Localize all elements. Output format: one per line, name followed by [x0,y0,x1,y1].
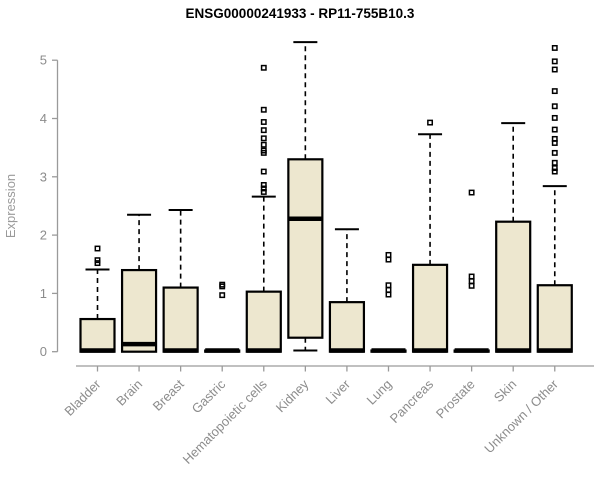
outlier-point [551,168,558,175]
boxplot-brain [120,213,158,353]
outlier-point [260,185,267,192]
x-tick-label: Liver [323,376,354,407]
box [162,286,199,353]
y-tick-label: 4 [40,111,47,126]
chart-title: ENSG00000241933 - RP11-755B10.3 [186,6,415,21]
outlier-point [551,165,558,172]
boxplot-hematopoietic-cells [245,64,282,353]
x-tick-label: Kidney [273,376,312,415]
outlier-point [260,127,267,134]
outlier-point [468,282,475,289]
outlier-point [260,182,267,188]
x-tick-label: Lung [364,377,395,408]
outlier-point [385,282,392,289]
outlier-point [385,256,392,263]
box [287,158,324,339]
outlier-point [385,286,392,293]
outlier-point [260,189,267,195]
outlier-point [551,126,558,133]
outlier-point [260,147,267,154]
outlier-point [551,88,558,95]
outlier-point [94,245,101,252]
boxplot-pancreas [411,119,449,353]
outlier-point [260,106,267,113]
y-tick-label: 5 [40,53,47,68]
box [79,317,116,353]
x-tick-label: Unknown / Other [481,376,561,456]
outlier-point [551,45,558,51]
outlier-point [260,135,267,142]
outlier-point [94,257,101,264]
outlier-point [260,64,267,71]
box [536,284,573,353]
boxplot-breast [162,209,199,353]
boxplot-unknown-other [536,45,573,353]
outlier-point [260,119,267,125]
outlier-point [468,189,475,196]
y-axis-label: Expression [3,174,18,238]
x-tick-label: Brain [113,377,145,409]
x-tick-label: Prostate [433,377,478,422]
outlier-point [260,168,267,175]
boxplot-prostate [453,189,490,353]
outlier-point [551,58,558,65]
y-tick-label: 2 [40,228,47,243]
x-tick-label: Pancreas [387,376,437,426]
outlier-point [551,66,558,73]
boxplot-lung [370,251,407,353]
outlier-point [551,135,558,142]
box [120,268,158,353]
y-tick-label: 0 [40,344,47,359]
outlier-point [385,291,392,298]
outlier-point [260,141,267,148]
x-tick-label: Breast [150,376,187,413]
outlier-point [219,281,226,288]
boxplot-kidney [287,41,324,352]
outlier-point [468,273,475,280]
y-tick-label: 1 [40,286,47,301]
boxplot-skin [495,122,532,353]
x-tick-label: Skin [491,377,519,405]
outlier-point [219,292,226,299]
x-tick-label: Bladder [61,376,104,419]
x-tick-label: Gastric [189,376,229,416]
box [495,220,532,353]
outlier-point [551,114,558,121]
y-tick-label: 3 [40,169,47,184]
outlier-point [551,159,558,166]
outlier-point [427,119,434,126]
boxplot-liver [328,228,366,353]
outlier-point [551,103,558,110]
y-axis: 0 1 2 3 4 5 [40,53,59,359]
boxplot-gastric [204,281,241,353]
outlier-point [468,278,475,285]
boxplot-bladder [79,245,116,353]
box [411,263,449,353]
outlier-point [385,251,392,258]
box [245,290,282,353]
outlier-point [551,149,558,156]
box [328,301,366,353]
boxplot-series [79,41,573,353]
